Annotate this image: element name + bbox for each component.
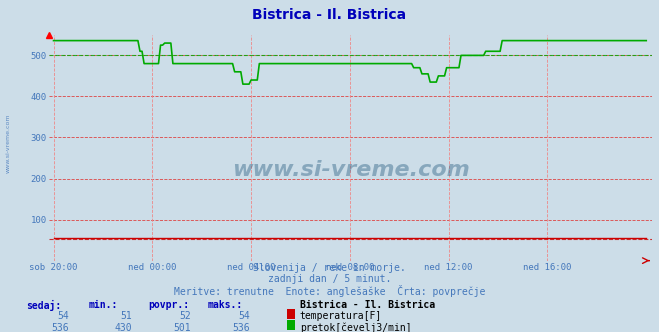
Text: temperatura[F]: temperatura[F] [300, 311, 382, 321]
Text: 536: 536 [233, 323, 250, 332]
Text: maks.:: maks.: [208, 300, 243, 310]
Text: Slovenija / reke in morje.: Slovenija / reke in morje. [253, 263, 406, 273]
Text: zadnji dan / 5 minut.: zadnji dan / 5 minut. [268, 274, 391, 284]
Text: Bistrica - Il. Bistrica: Bistrica - Il. Bistrica [252, 8, 407, 22]
Text: sedaj:: sedaj: [26, 300, 61, 311]
Text: www.si-vreme.com: www.si-vreme.com [5, 113, 11, 173]
Text: 51: 51 [120, 311, 132, 321]
Text: 536: 536 [51, 323, 69, 332]
Text: 54: 54 [57, 311, 69, 321]
Text: povpr.:: povpr.: [148, 300, 189, 310]
Text: min.:: min.: [89, 300, 119, 310]
Text: Meritve: trenutne  Enote: anglešaške  Črta: povprečje: Meritve: trenutne Enote: anglešaške Črta… [174, 285, 485, 297]
Text: 54: 54 [239, 311, 250, 321]
Text: www.si-vreme.com: www.si-vreme.com [232, 160, 470, 180]
Text: Bistrica - Il. Bistrica: Bistrica - Il. Bistrica [300, 300, 435, 310]
Text: 430: 430 [114, 323, 132, 332]
Text: 501: 501 [173, 323, 191, 332]
Text: pretok[čevelj3/min]: pretok[čevelj3/min] [300, 323, 411, 332]
Text: 52: 52 [179, 311, 191, 321]
